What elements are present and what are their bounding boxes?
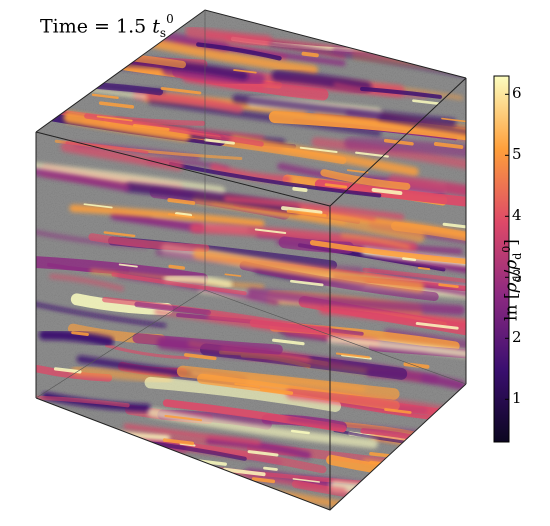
- density-highlight: [254, 479, 274, 481]
- density-highlight: [67, 440, 107, 445]
- density-filament: [396, 501, 550, 522]
- time-annotation: Time = 1.5 ts0: [40, 14, 174, 40]
- density-highlight: [419, 268, 429, 269]
- density-highlight: [92, 467, 124, 471]
- density-highlight: [73, 333, 88, 335]
- colorbar-tick-label: 6: [512, 86, 522, 101]
- density-filament: [381, 498, 481, 511]
- density-highlight: [403, 259, 415, 260]
- density-highlight: [170, 266, 183, 268]
- density-filament: [121, 472, 227, 482]
- density-filament: [335, 486, 466, 502]
- density-filament: [91, 463, 162, 471]
- colorbar-tick-label: 5: [512, 147, 522, 162]
- density-filament: [395, 467, 506, 484]
- density-filament: [84, 466, 149, 477]
- colorbar-tick-label: 4: [512, 208, 522, 223]
- density-highlight: [265, 468, 277, 469]
- density-highlight: [304, 54, 317, 56]
- density-highlight: [87, 457, 104, 459]
- density-filament: [101, 465, 226, 485]
- colorbar-tick-label: 1: [512, 391, 522, 406]
- density-filament: [365, 461, 486, 471]
- colorbar-tick-label: 2: [512, 330, 522, 345]
- density-highlight: [371, 454, 389, 456]
- density-highlight: [294, 189, 305, 190]
- colorbar-tick-label: 3: [512, 269, 522, 284]
